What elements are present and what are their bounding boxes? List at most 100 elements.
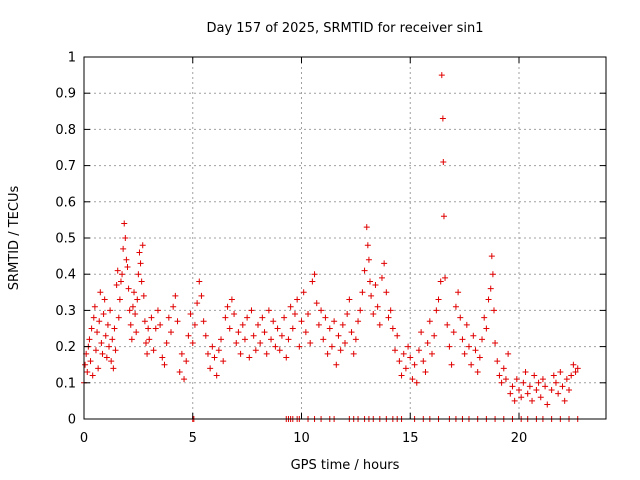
data-point (176, 368, 183, 375)
data-point (328, 343, 335, 350)
data-point (438, 72, 445, 79)
x-tick-label: 15 (402, 431, 419, 446)
data-point (337, 347, 344, 354)
data-point (110, 365, 117, 372)
x-tick-label: 20 (511, 431, 528, 446)
data-point (114, 267, 121, 274)
data-point (194, 300, 201, 307)
data-point (111, 325, 118, 332)
y-tick-label: 0.8 (55, 123, 76, 138)
data-point (138, 278, 145, 285)
data-point (516, 387, 522, 394)
data-point (490, 307, 497, 314)
data-point (555, 390, 562, 397)
data-point (239, 321, 246, 328)
data-point (174, 318, 181, 325)
data-point (494, 358, 501, 365)
y-tick-label: 0.6 (55, 195, 76, 210)
data-point (331, 318, 338, 325)
data-point (150, 347, 157, 354)
data-point (296, 343, 303, 350)
data-point (315, 321, 322, 328)
data-point (261, 329, 268, 336)
data-point (115, 314, 122, 321)
data-point (168, 329, 174, 336)
data-point (185, 332, 192, 339)
data-point (187, 311, 194, 318)
data-point (444, 321, 451, 328)
data-point (405, 343, 412, 350)
data-point (131, 289, 138, 296)
data-point (389, 325, 396, 332)
data-point (95, 365, 102, 372)
data-point (204, 350, 211, 357)
data-point (276, 347, 283, 354)
data-point (313, 300, 320, 307)
data-point (163, 339, 170, 346)
data-point (566, 387, 573, 394)
x-tick-labels: 0 5 10 15 20 (80, 431, 527, 446)
data-point (463, 321, 470, 328)
data-point (402, 365, 409, 372)
data-point (492, 339, 499, 346)
data-point (561, 397, 568, 404)
chart-title: Day 157 of 2025, SRMTID for receiver sin… (206, 21, 483, 36)
data-point (183, 358, 190, 365)
data-point (123, 256, 130, 263)
data-point (152, 325, 159, 332)
data-point (426, 318, 433, 325)
data-point (344, 311, 351, 318)
y-tick-label: 0.2 (55, 340, 76, 355)
data-point (468, 361, 475, 368)
data-point (365, 256, 372, 263)
y-tick-label: 0.3 (55, 304, 76, 319)
data-point (272, 343, 279, 350)
data-point (409, 376, 416, 383)
data-point (200, 318, 207, 325)
data-point (281, 314, 288, 321)
data-point (496, 372, 503, 379)
data-point (265, 307, 272, 314)
data-point (367, 278, 374, 285)
data-point (90, 314, 97, 321)
data-point (433, 307, 440, 314)
data-point (181, 376, 188, 383)
data-point (136, 249, 143, 256)
data-point (440, 158, 447, 165)
data-point (542, 383, 549, 390)
data-point (474, 368, 481, 375)
data-point (211, 354, 218, 361)
data-point (372, 282, 379, 289)
data-point (270, 318, 277, 325)
data-point (396, 358, 403, 365)
data-point (361, 267, 368, 274)
data-point (82, 361, 89, 368)
data-point (568, 372, 575, 379)
data-point (550, 372, 557, 379)
data-point (100, 311, 107, 318)
data-point (146, 336, 153, 343)
x-axis-label: GPS time / hours (291, 458, 400, 473)
y-tick-label: 0.1 (55, 376, 76, 391)
data-point (520, 379, 527, 386)
data-point (487, 285, 494, 292)
y-tick-label: 0.5 (55, 232, 76, 247)
data-point (385, 314, 392, 321)
data-point (157, 321, 164, 328)
data-point (142, 339, 149, 346)
data-point (191, 321, 198, 328)
data-point (537, 394, 544, 401)
data-point (86, 336, 93, 343)
data-point (294, 296, 301, 303)
data-point (383, 289, 390, 296)
data-point (439, 115, 446, 122)
data-point (178, 350, 185, 357)
data-point (457, 314, 464, 321)
data-point (198, 292, 205, 299)
y-tick-label: 0.9 (55, 87, 76, 102)
data-point (418, 329, 425, 336)
data-point (132, 311, 139, 318)
data-point (346, 296, 353, 303)
data-point (268, 336, 275, 343)
data-point (370, 311, 377, 318)
